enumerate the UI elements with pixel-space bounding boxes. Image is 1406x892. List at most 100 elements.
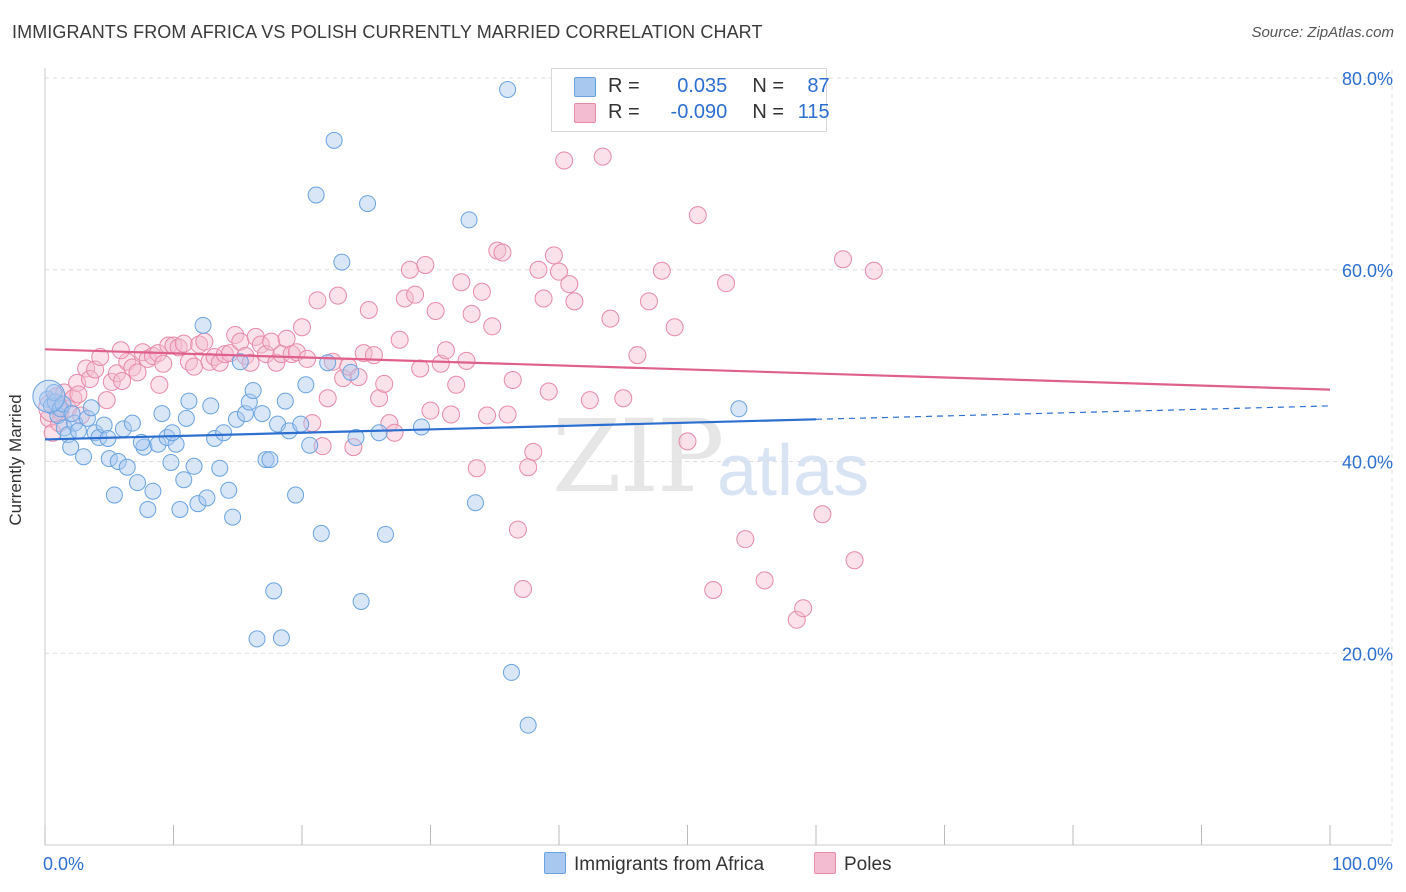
data-point-poles [614,389,633,408]
trend-lines [44,348,1331,441]
data-point-africa [95,416,113,434]
x-tick-label: 0.0% [43,854,84,874]
data-point-africa [347,429,365,447]
data-point-poles [313,437,332,456]
data-point-poles [395,289,414,308]
data-point-poles [123,358,142,377]
data-point-poles [77,359,96,378]
data-point-poles [555,151,574,170]
legend-n-value-poles: 115 [797,101,830,123]
trend-line-africa [44,418,817,441]
data-point-poles [472,282,491,301]
data-point-poles [813,505,832,524]
data-point-poles [205,347,224,366]
data-point-africa [370,424,388,442]
data-point-poles [544,246,563,265]
data-point-poles [128,363,147,382]
data-point-africa [185,457,203,475]
legend-swatch-poles [814,852,836,874]
data-point-poles [262,332,281,351]
data-point-poles [560,275,579,294]
data-point-africa [215,424,233,442]
data-point-africa [502,663,520,681]
data-point-africa [175,471,193,489]
data-point-poles [717,274,736,293]
data-point-poles [436,341,455,360]
data-point-poles [628,346,647,365]
data-point-poles [467,459,486,478]
legend-r-label: R = [608,75,640,97]
data-point-africa [244,382,262,400]
data-point-africa [519,716,537,734]
legend-n-label: N = [752,75,785,97]
data-point-poles [565,292,584,311]
data-point-africa [325,131,343,149]
gridlines [45,70,1393,845]
legend-item-africa[interactable]: Immigrants from Africa [544,852,764,876]
data-point-poles [370,389,389,408]
data-point-poles [267,353,286,372]
data-point-africa [261,451,279,469]
axes [44,68,1392,846]
data-point-poles [524,442,543,461]
data-point-africa [265,582,283,600]
data-point-africa [257,451,275,469]
data-point-poles [787,610,806,629]
data-point-africa [171,500,189,518]
data-point-africa [63,405,81,423]
data-point-africa [377,525,395,543]
trend-line-poles [44,348,1331,391]
data-point-africa [129,474,147,492]
data-point-poles [833,250,852,269]
data-point-poles [390,330,409,349]
data-point-poles [426,301,445,320]
data-point-poles [154,354,173,373]
legend-swatch-poles [574,103,596,123]
data-point-africa [75,448,93,466]
data-point-poles [174,334,193,353]
correlation-legend: R = 0.035 N = 87 R = -0.090 N = 115 [551,68,830,132]
data-point-poles [652,261,671,280]
legend-item-poles[interactable]: Poles [814,852,892,876]
data-point-poles [416,255,435,274]
data-point-poles [111,341,130,360]
legend-label-poles: Poles [844,854,892,875]
data-point-poles [431,354,450,373]
data-point-poles [293,318,311,337]
data-point-africa [82,399,100,417]
data-point-poles [442,405,461,424]
data-point-africa [287,486,305,504]
data-point-africa [227,410,245,428]
y-tick-label: 20.0% [1342,644,1393,664]
legend-r-value-africa: 0.035 [677,75,728,97]
legend-n-value-africa: 87 [807,75,830,97]
data-point-poles [519,458,538,477]
data-point-poles [91,347,110,366]
data-point-poles [601,309,620,328]
data-point-africa [163,424,181,442]
data-point-poles [80,370,99,389]
data-point-poles [498,405,517,424]
legend-r-label: R = [608,101,640,123]
series-africa-points [32,81,748,734]
data-point-africa [220,481,238,499]
tick-labels: 20.0% 40.0% 60.0% 80.0% 0.0% 100.0% [43,69,1393,874]
series-poles-points [38,147,883,629]
legend-label-africa: Immigrants from Africa [574,854,765,875]
data-point-poles [864,261,883,280]
data-point-africa [276,392,294,410]
data-point-poles [406,285,425,304]
data-point-poles [385,423,404,442]
data-point-africa [342,363,360,381]
data-point-africa [105,486,123,504]
data-point-africa [413,418,431,436]
y-tick-label: 80.0% [1342,69,1393,89]
data-point-africa [144,482,162,500]
data-point-africa [272,629,290,647]
data-point-poles [845,551,864,570]
data-point-poles [195,332,214,351]
data-point-poles [794,599,813,618]
data-point-africa [466,494,484,512]
data-point-poles [200,352,219,371]
data-point-africa [211,459,229,477]
